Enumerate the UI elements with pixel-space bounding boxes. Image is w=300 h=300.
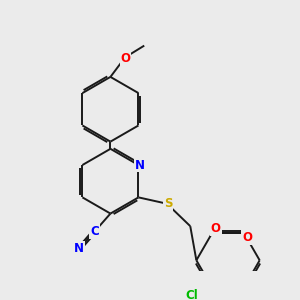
Text: O: O	[121, 52, 130, 65]
Text: Cl: Cl	[185, 289, 198, 300]
Text: O: O	[211, 222, 221, 235]
Text: N: N	[135, 158, 145, 172]
Text: O: O	[242, 231, 252, 244]
Text: N: N	[74, 242, 84, 255]
Text: C: C	[90, 225, 99, 238]
Text: S: S	[164, 197, 172, 210]
